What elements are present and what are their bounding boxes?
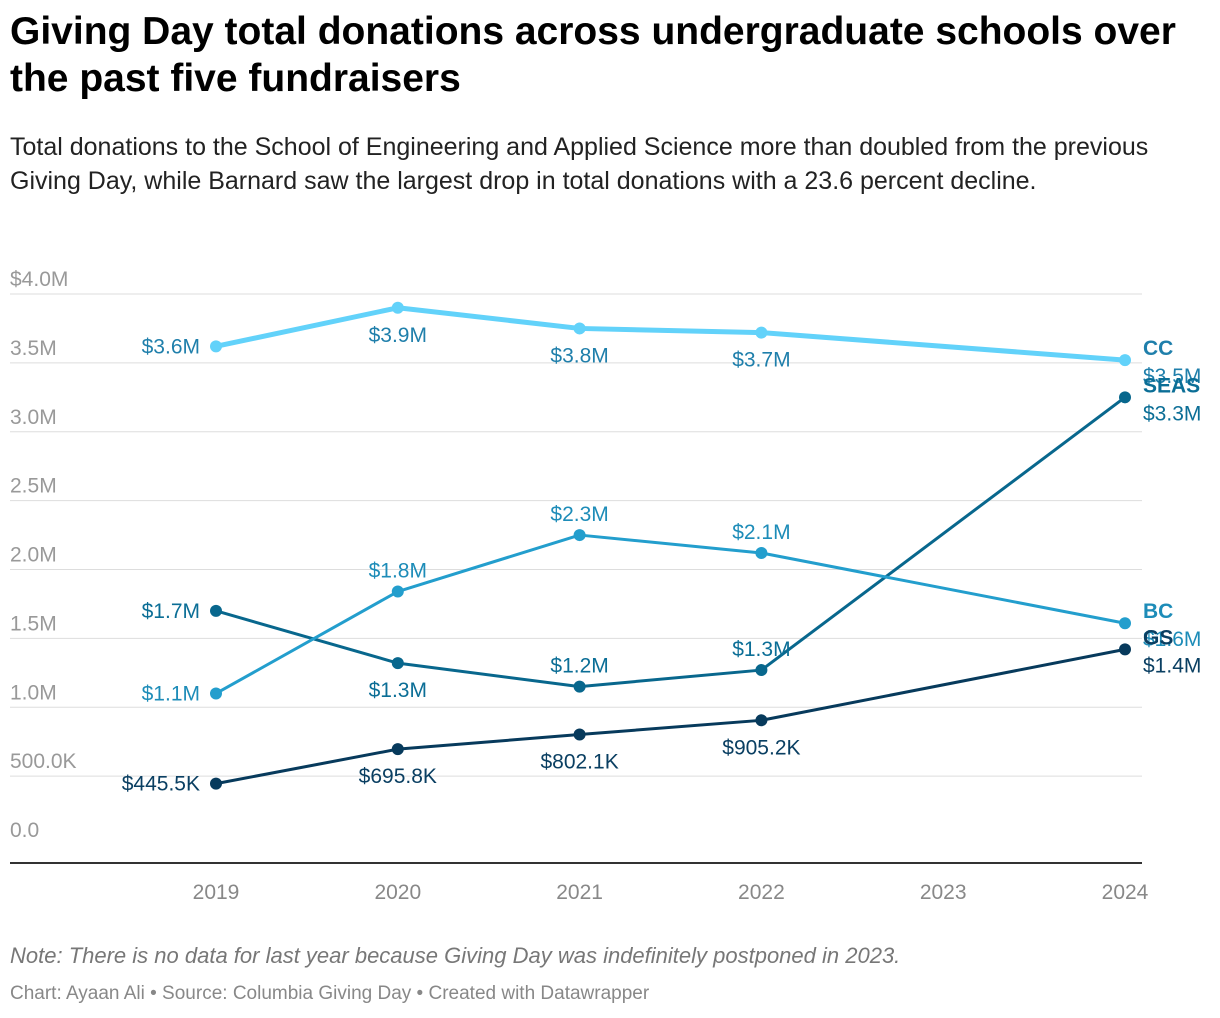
- y-tick-label: 1.5M: [10, 612, 57, 635]
- y-tick-label: 500.0K: [10, 750, 77, 773]
- series-line-seas: [214, 395, 1127, 689]
- y-tick-label: $4.0M: [10, 268, 68, 291]
- y-tick-label: 0.0: [10, 819, 39, 842]
- data-point-gs: [1119, 643, 1131, 656]
- y-tick-label: 2.5M: [10, 475, 57, 498]
- x-tick-label: 2021: [556, 881, 603, 904]
- data-label: $1.4M: [1143, 654, 1201, 677]
- data-label: $802.1K: [540, 751, 618, 774]
- data-point-cc: [391, 301, 404, 314]
- data-point-seas: [1119, 391, 1131, 404]
- data-point-bc: [391, 585, 404, 598]
- data-label: $1.3M: [369, 679, 427, 702]
- data-point-seas: [755, 664, 768, 677]
- series-points: [210, 301, 1131, 790]
- data-label: $1.3M: [732, 638, 790, 661]
- data-label: $1.7M: [142, 600, 200, 623]
- line-chart: 0.0 500.0K 1.0M 1.5M 2.0M 2.5M 3.0M 3.5M $4.0M 2…: [10, 268, 1202, 904]
- data-point-gs: [210, 777, 222, 790]
- data-label: $1.6M: [1143, 628, 1201, 651]
- data-label: $2.3M: [550, 503, 608, 526]
- data-point-gs: [573, 728, 586, 741]
- data-label: $1.2M: [550, 655, 608, 678]
- data-point-seas: [210, 604, 222, 617]
- data-point-bc: [210, 687, 222, 700]
- data-label: $905.2K: [722, 736, 800, 759]
- data-label: $1.1M: [142, 682, 200, 705]
- data-label: $3.7M: [732, 349, 790, 372]
- y-tick-label: 1.0M: [10, 681, 57, 704]
- gridlines: [10, 293, 1142, 864]
- data-point-seas: [573, 680, 586, 693]
- x-tick-label: 2023: [920, 881, 967, 904]
- chart-byline: Chart: Ayaan Ali • Source: Columbia Givi…: [10, 983, 650, 1004]
- data-labels: $3.6M $3.9M $3.8M $3.7M CC $3.5M $1.7M $1.3M $1.…: [122, 324, 1202, 796]
- data-label: $3.3M: [1143, 402, 1201, 425]
- series-line-bc: [214, 533, 1127, 695]
- y-tick-label: 3.0M: [10, 406, 57, 429]
- series-name-label: CC: [1143, 337, 1173, 360]
- data-label: $3.5M: [1143, 365, 1201, 388]
- x-tick-label: 2024: [1102, 881, 1149, 904]
- data-label: $445.5K: [122, 773, 200, 796]
- data-label: $2.1M: [732, 521, 790, 544]
- data-point-cc: [210, 340, 222, 353]
- data-point-cc: [573, 322, 586, 335]
- series-lines: [213, 305, 1128, 786]
- data-point-bc: [755, 546, 768, 559]
- series-name-label: GS: [1143, 626, 1173, 649]
- chart-title: Giving Day total donations across underg…: [10, 10, 1176, 100]
- data-point-gs: [391, 743, 404, 756]
- y-tick-label: 2.0M: [10, 544, 57, 567]
- data-label: $3.9M: [369, 324, 427, 347]
- chart-note: Note: There is no data for last year bec…: [10, 943, 901, 968]
- data-point-bc: [573, 529, 586, 542]
- data-label: $695.8K: [359, 765, 437, 788]
- data-point-cc: [1119, 354, 1131, 367]
- x-tick-label: 2022: [738, 881, 785, 904]
- y-axis-ticks: 0.0 500.0K 1.0M 1.5M 2.0M 2.5M 3.0M 3.5M $4.0M: [10, 268, 77, 842]
- data-label: $3.6M: [142, 335, 200, 358]
- data-point-cc: [755, 326, 768, 339]
- x-tick-label: 2020: [374, 881, 421, 904]
- data-point-gs: [755, 714, 768, 727]
- data-point-bc: [1119, 617, 1131, 630]
- series-line-cc: [213, 305, 1128, 363]
- data-point-seas: [391, 657, 404, 670]
- chart-subtitle: Total donations to the School of Enginee…: [10, 133, 1149, 195]
- data-label: $3.8M: [550, 344, 608, 367]
- x-axis-ticks: 2019 2020 2021 2022 2023 2024: [193, 881, 1149, 904]
- series-name-label: SEAS: [1143, 374, 1200, 397]
- series-name-label: BC: [1143, 600, 1173, 623]
- series-line-gs: [214, 647, 1127, 786]
- y-tick-label: 3.5M: [10, 337, 57, 360]
- data-label: $1.8M: [369, 560, 427, 583]
- x-tick-label: 2019: [193, 881, 240, 904]
